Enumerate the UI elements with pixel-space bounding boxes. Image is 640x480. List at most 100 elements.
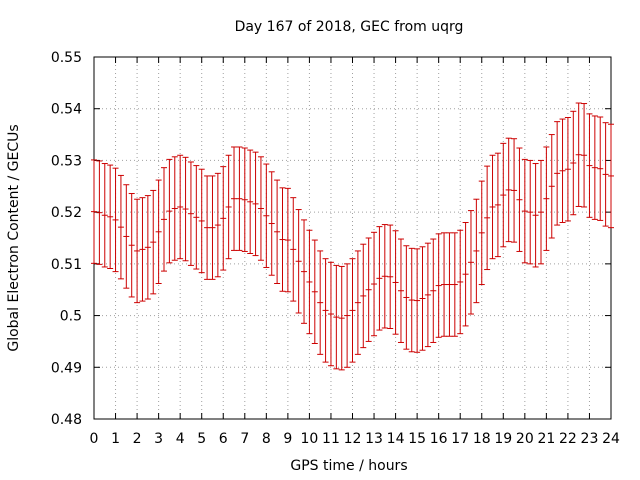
x-tick-label: 22 (559, 431, 577, 447)
error-bar (187, 161, 194, 266)
x-tick-label: 5 (197, 431, 206, 447)
error-bar (387, 224, 394, 329)
error-bar (252, 151, 259, 257)
error-bar (408, 247, 415, 353)
error-bar (193, 165, 200, 270)
error-bar (241, 147, 248, 252)
error-bar (257, 156, 264, 261)
x-tick-label: 3 (154, 431, 163, 447)
error-bar (478, 180, 485, 286)
y-tick-label: 0.48 (51, 412, 82, 428)
error-bar (117, 174, 124, 280)
x-tick-label: 20 (516, 431, 534, 447)
error-bar (543, 146, 550, 251)
error-bar (419, 246, 426, 351)
x-tick-label: 8 (262, 431, 271, 447)
error-bar (591, 115, 598, 220)
error-bar (451, 232, 458, 337)
x-tick-label: 16 (430, 431, 448, 447)
y-tick-label: 0.55 (51, 50, 82, 66)
error-bar (290, 197, 297, 302)
error-bar (322, 258, 329, 363)
error-bar (209, 175, 216, 280)
error-bar (128, 193, 135, 298)
error-bar (511, 138, 518, 243)
error-bar (581, 103, 588, 208)
error-bar (365, 237, 372, 342)
error-bar (548, 134, 555, 239)
error-bar (354, 250, 361, 355)
error-bar (602, 122, 609, 227)
x-tick-label: 12 (344, 431, 362, 447)
error-bar (608, 123, 614, 229)
error-bar (311, 239, 318, 344)
y-tick-label: 0.54 (51, 102, 82, 118)
error-bar (96, 160, 103, 265)
error-bar (500, 142, 507, 248)
error-bar (317, 250, 324, 355)
x-tick-label: 19 (494, 431, 512, 447)
y-tick-label: 0.53 (51, 153, 82, 169)
error-bar (457, 229, 464, 335)
error-bar (360, 243, 367, 349)
error-bar (537, 159, 544, 265)
error-bar (441, 232, 448, 337)
error-bar (177, 154, 184, 260)
error-bar (570, 110, 577, 216)
x-tick-label: 10 (301, 431, 319, 447)
error-bar (516, 147, 523, 252)
error-bar (295, 209, 302, 314)
error-bar (284, 187, 291, 293)
error-bar (435, 233, 442, 338)
error-bar (462, 221, 469, 327)
error-bar (349, 258, 356, 363)
error-bar (231, 146, 238, 251)
x-tick-label: 23 (581, 431, 599, 447)
error-bar (554, 121, 561, 226)
error-bar (150, 189, 157, 295)
x-tick-label: 2 (133, 431, 142, 447)
error-bar (171, 156, 178, 261)
error-bar (263, 163, 270, 268)
error-bar (247, 149, 254, 255)
error-bar (91, 159, 97, 264)
y-tick-label: 0.49 (51, 360, 82, 376)
x-tick-label: 21 (537, 431, 555, 447)
x-tick-label: 0 (90, 431, 99, 447)
error-bar (274, 179, 281, 285)
error-bar (166, 158, 173, 264)
error-bar (484, 165, 491, 271)
error-bar (521, 158, 528, 264)
error-bar (333, 264, 340, 370)
x-tick-label: 1 (111, 431, 120, 447)
error-bar (586, 113, 593, 218)
x-axis-label: GPS time / hours (290, 458, 407, 474)
error-bar (575, 102, 582, 207)
error-bars (91, 102, 614, 371)
error-bar (279, 187, 286, 292)
x-tick-label: 7 (240, 431, 249, 447)
error-bar (327, 261, 334, 367)
error-bar (597, 116, 604, 221)
x-tick-label: 18 (473, 431, 491, 447)
x-tick-label: 11 (322, 431, 340, 447)
error-bar (139, 197, 146, 302)
error-bar (564, 117, 571, 222)
error-bar (446, 232, 453, 337)
error-bar (381, 224, 388, 329)
error-bar (144, 195, 151, 300)
error-bar (155, 179, 162, 285)
error-bar (161, 167, 168, 272)
x-tick-label: 24 (602, 431, 620, 447)
error-bar (107, 164, 114, 270)
x-tick-label: 13 (365, 431, 383, 447)
error-bar (376, 226, 383, 331)
error-bar (494, 152, 501, 258)
axis-ticks: 0 1 2 3 4 5 6 7 8 9 10 11 12 13 14 15 16 17 18 19 20 21 22 23 24… (51, 50, 620, 447)
y-tick-label: 0.5 (60, 309, 82, 325)
error-bar (225, 154, 232, 260)
error-bar (473, 198, 480, 304)
error-bar (236, 146, 243, 251)
error-bar (559, 118, 566, 223)
error-bar (268, 171, 275, 276)
